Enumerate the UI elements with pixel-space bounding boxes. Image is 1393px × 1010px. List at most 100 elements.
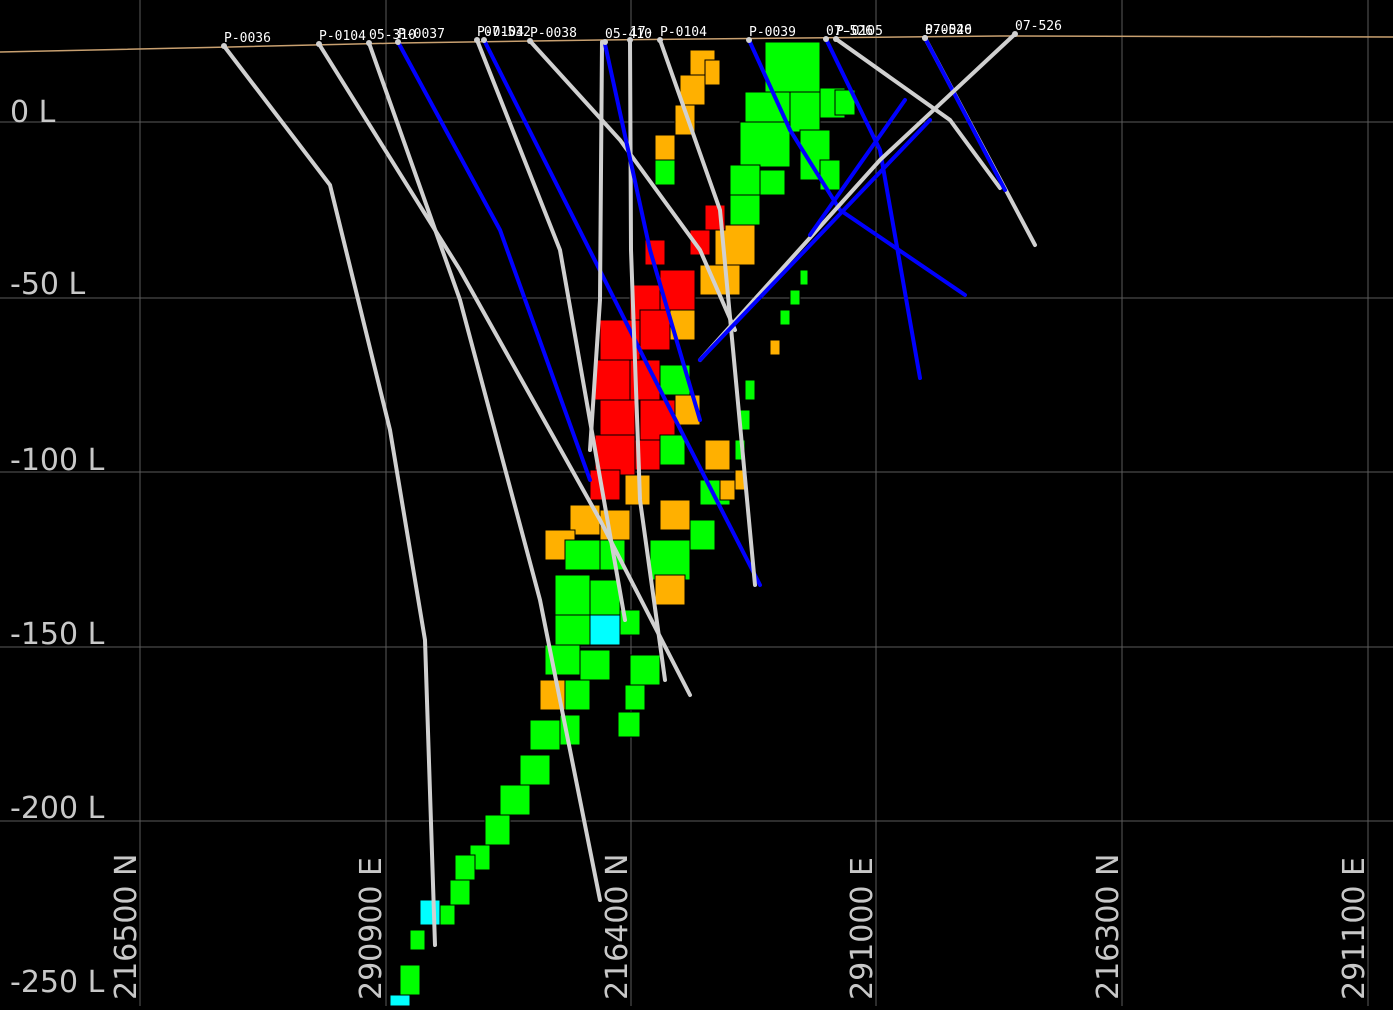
ore-block bbox=[439, 904, 456, 926]
drillhole-trace bbox=[698, 32, 1017, 362]
collar-marker bbox=[481, 37, 487, 43]
drillhole-label: 17- bbox=[630, 25, 653, 40]
collar-marker bbox=[1012, 31, 1018, 37]
ore-block bbox=[654, 159, 676, 186]
drillhole-label: 07-526 bbox=[925, 23, 972, 38]
ore-block bbox=[789, 289, 801, 306]
ore-block bbox=[589, 614, 621, 646]
level-label-0: 0 L bbox=[10, 95, 56, 130]
ore-block bbox=[594, 434, 636, 476]
ore-block bbox=[689, 519, 716, 551]
drillhole-label: P-0104 bbox=[319, 29, 366, 44]
collar-marker bbox=[395, 39, 401, 45]
collar-marker bbox=[657, 37, 663, 43]
ore-block bbox=[449, 879, 471, 906]
coord-label-216300N: 216300 N bbox=[1091, 853, 1126, 1001]
ore-block bbox=[617, 711, 641, 738]
ore-block bbox=[704, 59, 721, 86]
drillhole-trace bbox=[808, 98, 907, 237]
ore-block bbox=[759, 169, 786, 196]
ore-block bbox=[399, 964, 421, 996]
ore-block bbox=[409, 929, 426, 951]
ore-block bbox=[689, 229, 711, 256]
drillhole-traces bbox=[222, 32, 1037, 947]
drillhole-trace bbox=[747, 38, 967, 297]
ore-block bbox=[529, 719, 561, 751]
drillhole-trace bbox=[482, 38, 762, 587]
collar-marker bbox=[823, 36, 829, 42]
ore-block bbox=[729, 194, 761, 226]
drillhole-trace bbox=[628, 38, 667, 682]
coord-label-290900E: 290900 E bbox=[354, 856, 389, 1000]
drillhole-trace bbox=[528, 39, 737, 332]
level-label-minus-200: -200 L bbox=[10, 791, 105, 826]
drillhole-trace bbox=[923, 36, 1007, 192]
collar-marker bbox=[527, 38, 533, 44]
drillhole-label: P-0039 bbox=[749, 25, 796, 40]
topography-line bbox=[0, 35, 1393, 53]
drillhole-trace bbox=[396, 40, 592, 482]
drillhole-trace bbox=[698, 118, 932, 362]
ore-block bbox=[454, 854, 476, 881]
ore-block bbox=[484, 814, 511, 846]
ore-block bbox=[649, 539, 691, 581]
collar-marker bbox=[602, 39, 608, 45]
ore-block bbox=[699, 264, 741, 296]
drillhole-label: 05-310 bbox=[369, 28, 416, 43]
ore-block bbox=[654, 574, 686, 606]
drillhole-label: 07-532 bbox=[484, 25, 531, 40]
collar-marker bbox=[221, 43, 227, 49]
coord-label-291100E: 291100 E bbox=[1337, 856, 1372, 1000]
collar-marker bbox=[746, 37, 752, 43]
drillhole-label: 05-410 bbox=[605, 27, 652, 42]
ore-block bbox=[639, 309, 671, 351]
ore-block bbox=[629, 654, 661, 686]
ore-block bbox=[519, 754, 551, 786]
collar-marker bbox=[627, 37, 633, 43]
ore-block bbox=[739, 121, 791, 168]
ore-block bbox=[679, 74, 706, 106]
ore-block bbox=[744, 379, 756, 401]
coord-label-291000E: 291000 E bbox=[845, 856, 880, 1000]
ore-block bbox=[579, 649, 611, 681]
drillhole-label: P-0104 bbox=[477, 25, 524, 40]
ore-block bbox=[389, 994, 411, 1007]
drillhole-trace bbox=[367, 41, 602, 902]
ore-block bbox=[599, 399, 636, 436]
level-label-minus-250: -250 L bbox=[10, 965, 105, 1000]
drillhole-trace bbox=[834, 37, 1002, 190]
ore-block bbox=[764, 41, 821, 93]
drillhole-trace bbox=[222, 44, 437, 947]
drillhole-label: 07-526 bbox=[1015, 19, 1062, 34]
drillhole-trace bbox=[824, 37, 922, 380]
ore-block bbox=[419, 899, 441, 926]
ore-block bbox=[659, 434, 686, 466]
collar-marker bbox=[474, 37, 480, 43]
ore-block bbox=[654, 134, 676, 161]
collar-marker bbox=[833, 36, 839, 42]
ore-block bbox=[554, 574, 591, 616]
collar-marker bbox=[366, 40, 372, 46]
ore-block bbox=[564, 539, 601, 571]
ore-block bbox=[594, 359, 631, 401]
ore-block bbox=[554, 614, 591, 646]
coord-label-216400N: 216400 N bbox=[600, 853, 635, 1001]
drillhole-trace bbox=[603, 42, 702, 422]
ore-block bbox=[719, 479, 736, 501]
ore-block bbox=[589, 579, 621, 616]
drillhole-trace bbox=[588, 40, 604, 452]
ore-block bbox=[624, 684, 646, 711]
drillhole-label: P-0040 bbox=[925, 23, 972, 38]
drillhole-trace bbox=[317, 42, 692, 697]
ore-block bbox=[769, 339, 781, 356]
coord-label-216500N: 216500 N bbox=[109, 853, 144, 1001]
collar-marker bbox=[316, 41, 322, 47]
ore-block bbox=[564, 679, 591, 711]
level-label-minus-50: -50 L bbox=[10, 267, 86, 302]
drillhole-label: P-0104 bbox=[660, 25, 707, 40]
drillhole-label: P-0038 bbox=[530, 26, 577, 41]
drillhole-label: P-0105 bbox=[836, 24, 883, 39]
